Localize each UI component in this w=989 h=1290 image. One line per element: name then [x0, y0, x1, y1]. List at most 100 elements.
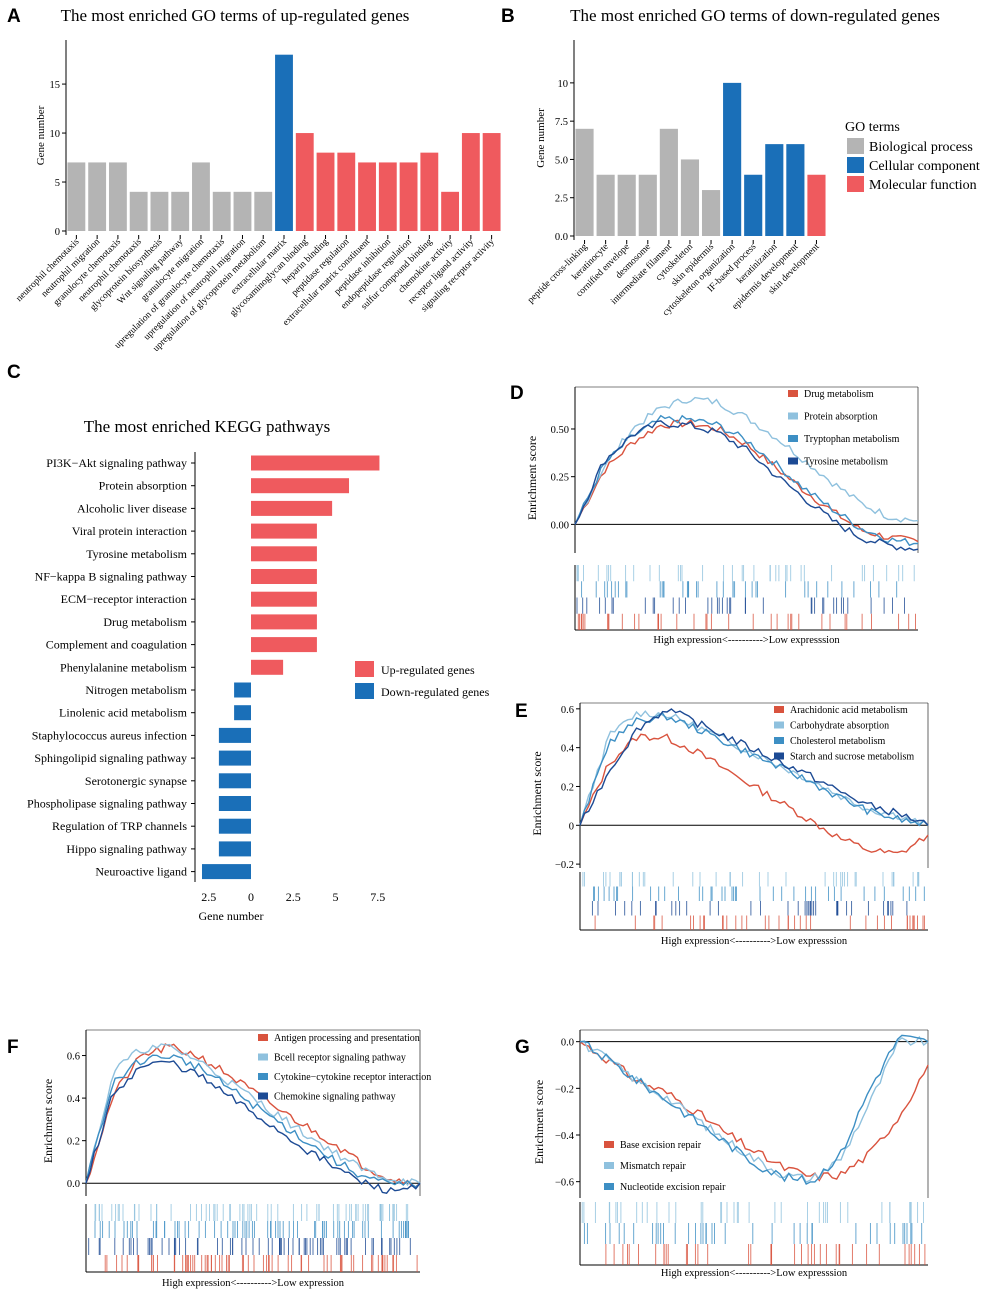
bar	[337, 152, 356, 231]
bar	[129, 191, 148, 231]
bar	[807, 174, 826, 236]
x-axis-title: High expression<---------->Low expresssi…	[653, 635, 840, 646]
legend-swatch	[604, 1183, 614, 1190]
legend-swatch	[258, 1053, 268, 1061]
y-tick-label: 7.5	[555, 117, 568, 128]
bar	[765, 144, 784, 236]
bar	[441, 191, 460, 231]
bar	[251, 500, 333, 516]
legend-label: Drug metabolism	[804, 389, 874, 400]
y-axis-title: Gene number	[535, 108, 547, 168]
bar	[638, 174, 657, 236]
y-tick-label: 0.50	[551, 425, 569, 436]
bar	[251, 614, 317, 630]
legend-label: Chemokine signaling pathway	[274, 1092, 396, 1103]
chart-panel-f: 0.6 0.4 0.2 0.0 Enrichment score Antigen proc…	[41, 1029, 431, 1289]
x-tick-label: 0	[248, 890, 254, 904]
y-tick-label: NF−kappa B signaling pathway	[35, 570, 187, 584]
legend-swatch	[847, 138, 864, 154]
bar	[251, 591, 317, 607]
x-tick-label: 5	[333, 890, 339, 904]
chart-panel-g: 0.0 −0.2 −0.4 −0.6 Enrichment score Base exci…	[532, 1029, 929, 1279]
x-axis-title: High expression<---------->Low expresssi…	[661, 936, 848, 947]
y-tick-label: −0.6	[555, 1178, 574, 1189]
y-tick-label: −0.2	[555, 860, 574, 871]
panel-letter-a: A	[7, 6, 21, 27]
bar	[378, 162, 397, 231]
legend-swatch	[774, 737, 784, 744]
bar	[218, 727, 251, 743]
chart-panel-c: The most enriched KEGG pathways PI3K−Akt …	[27, 417, 490, 923]
y-tick-label: 15	[50, 80, 61, 91]
bar	[358, 162, 376, 231]
legend-swatch	[774, 706, 784, 713]
bar	[744, 174, 763, 236]
legend-swatch	[258, 1073, 268, 1080]
y-tick-label: 0	[569, 821, 574, 832]
gsea-curve	[579, 1034, 929, 1186]
panel-letter-f: F	[7, 1037, 19, 1058]
x-tick-label: 2.5	[201, 890, 216, 904]
y-tick-label: 0.2	[561, 782, 574, 793]
bar	[218, 773, 251, 789]
panel-letter-c: C	[7, 362, 21, 383]
legend-label: Bcell receptor signaling pathway	[274, 1053, 406, 1064]
bar	[251, 659, 284, 675]
bar	[251, 637, 317, 653]
y-tick-label: Hippo signaling pathway	[66, 842, 187, 856]
bar	[88, 162, 107, 231]
panel-letter-g: G	[515, 1037, 530, 1058]
legend-swatch	[788, 390, 798, 397]
y-tick-label: Protein absorption	[99, 479, 187, 493]
bar	[251, 455, 380, 471]
go-terms-legend: GO terms Biological process Cellular compo…	[845, 120, 980, 193]
y-tick-label: 0.25	[551, 473, 569, 484]
y-tick-label: Phospholipase signaling pathway	[27, 797, 187, 811]
bar	[218, 750, 251, 766]
x-axis-title: Gene number	[199, 909, 264, 923]
x-tick-label: 7.5	[370, 890, 385, 904]
legend-swatch	[788, 435, 798, 442]
gsea-curve	[574, 420, 919, 551]
legend-label: Carbohydrate absorption	[790, 721, 889, 732]
x-axis-title: High expression<---------->Low expresssi…	[661, 1268, 848, 1279]
y-tick-label: 10	[558, 79, 569, 90]
chart-title: The most enriched KEGG pathways	[84, 417, 330, 436]
legend-label: Antigen processing and presentation	[274, 1033, 420, 1044]
gsea-curve	[579, 733, 929, 854]
bar	[150, 191, 169, 231]
bar	[316, 152, 335, 231]
legend-label: Molecular function	[869, 178, 977, 193]
y-tick-label: 0.4	[561, 744, 575, 755]
x-tick-label: 2.5	[286, 890, 301, 904]
legend-label: Starch and sucrose metabolism	[790, 752, 914, 763]
bar	[233, 191, 252, 231]
bar	[218, 796, 251, 811]
y-tick-label: Serotonergic synapse	[85, 774, 187, 788]
chart-title: The most enriched GO terms of up-regulat…	[61, 6, 410, 25]
gsea-curve	[579, 1041, 929, 1182]
y-tick-label: −0.2	[555, 1084, 574, 1095]
y-tick-label: 5	[55, 178, 60, 189]
y-tick-label: Nitrogen metabolism	[85, 683, 187, 697]
bar	[234, 682, 251, 698]
legend-swatch	[355, 683, 374, 699]
y-axis-title: Gene number	[35, 105, 47, 165]
bar	[218, 818, 251, 834]
legend-label: Up-regulated genes	[381, 663, 475, 677]
gsea-curve	[579, 1035, 929, 1184]
panel-letter-d: D	[510, 383, 524, 404]
legend-swatch	[774, 721, 784, 729]
bar	[275, 54, 293, 231]
legend-swatch	[788, 412, 798, 420]
bar	[680, 159, 700, 236]
bar	[723, 82, 742, 236]
y-tick-label: 0.00	[551, 520, 569, 531]
y-tick-label: Sphingolipid signaling pathway	[34, 751, 187, 765]
y-tick-label: Drug metabolism	[103, 615, 187, 629]
y-tick-label: Regulation of TRP channels	[52, 819, 187, 833]
bar	[701, 190, 721, 236]
y-axis-title: Enrichment score	[530, 751, 544, 835]
bar	[251, 569, 317, 584]
